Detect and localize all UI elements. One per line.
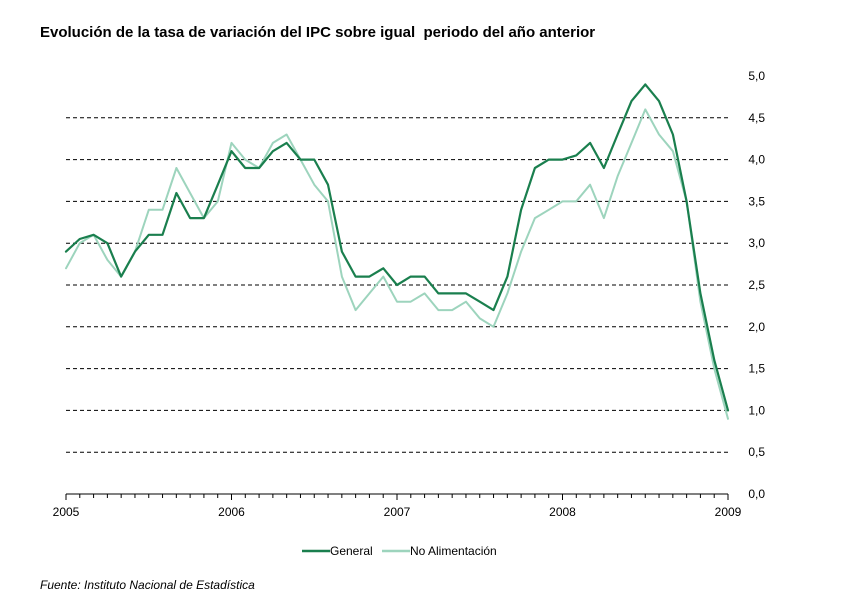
series-lines — [64, 83, 730, 420]
y-tick-label: 5,0 — [748, 69, 765, 83]
y-tick-label: 0,0 — [748, 487, 765, 501]
axes: 0,0 0,5 1,0 1,5 2,0 2,5 3,0 3,5 4,0 4,5 5,0 2005 200… — [53, 69, 766, 519]
x-tick-label: 2008 — [549, 505, 576, 519]
y-tick-label: 4,0 — [748, 153, 765, 167]
y-tick-label: 1,0 — [748, 403, 765, 417]
x-tick-label: 2007 — [384, 505, 411, 519]
y-tick-label: 3,5 — [748, 194, 765, 208]
y-tick-label: 0,5 — [748, 445, 765, 459]
y-tick-label: 4,5 — [748, 111, 765, 125]
x-tick-label: 2009 — [715, 505, 742, 519]
x-tick-label: 2005 — [53, 505, 80, 519]
y-tick-label: 2,0 — [748, 320, 765, 334]
y-tick-label: 1,5 — [748, 362, 765, 376]
series-line-general — [64, 83, 730, 412]
y-tick-label: 3,0 — [748, 236, 765, 250]
source-note: Fuente: Instituto Nacional de Estadístic… — [40, 578, 255, 592]
legend-label: No Alimentación — [410, 544, 497, 558]
x-tick-label: 2006 — [218, 505, 245, 519]
legend-label: General — [330, 544, 373, 558]
y-tick-label: 2,5 — [748, 278, 765, 292]
series-line-no-alimentaci-n — [65, 108, 729, 420]
chart-title: Evolución de la tasa de variación del IP… — [40, 24, 596, 41]
legend: General No Alimentación — [302, 544, 497, 558]
